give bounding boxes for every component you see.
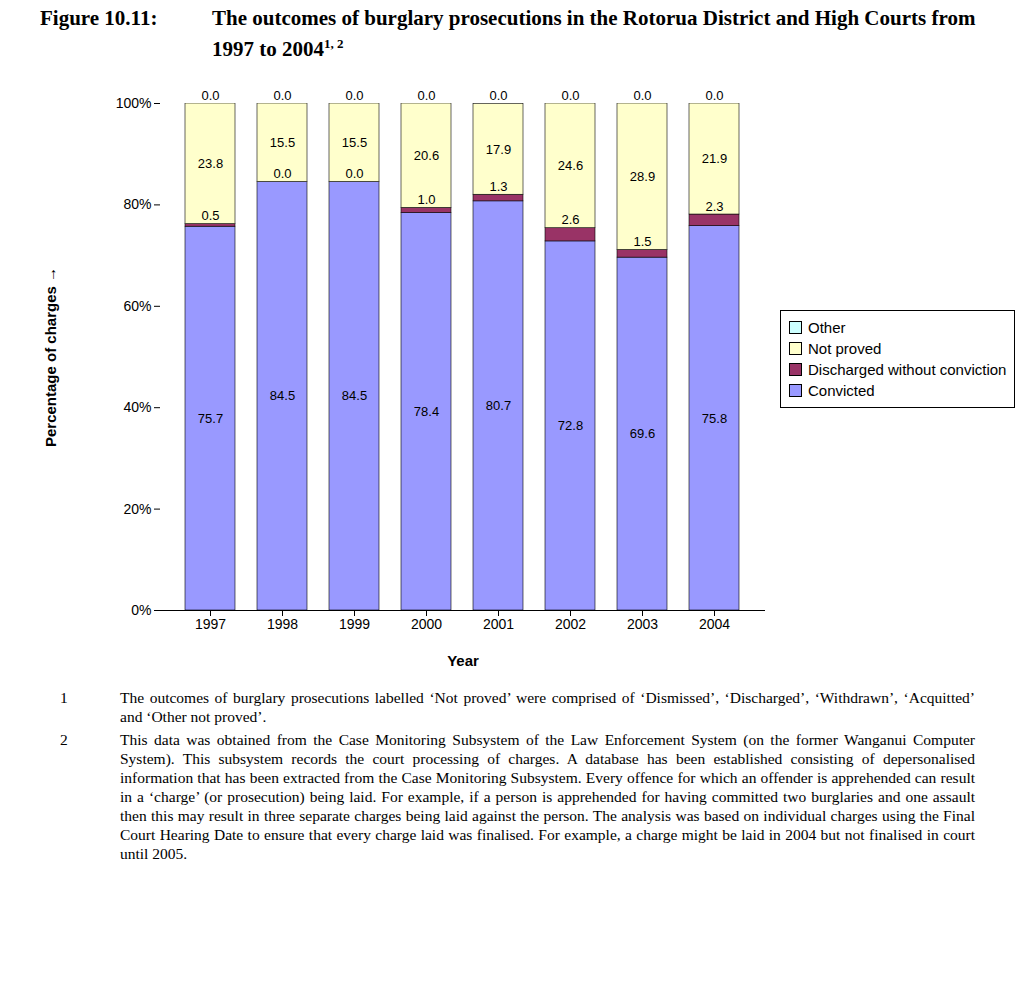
svg-text:24.6: 24.6: [558, 158, 583, 173]
svg-text:78.4: 78.4: [414, 404, 439, 419]
svg-text:75.7: 75.7: [198, 411, 223, 426]
html-text:1, 2: 1, 2: [324, 36, 344, 51]
svg-text:20.6: 20.6: [414, 148, 439, 163]
svg-text:1999: 1999: [339, 616, 370, 632]
svg-text:2002: 2002: [555, 616, 586, 632]
svg-text:0.0: 0.0: [633, 88, 651, 103]
svg-text:1.3: 1.3: [489, 179, 507, 194]
svg-text:Year: Year: [447, 652, 479, 669]
svg-text:72.8: 72.8: [558, 418, 583, 433]
svg-text:0.0: 0.0: [417, 88, 435, 103]
svg-text:69.6: 69.6: [630, 426, 655, 441]
svg-text:2003: 2003: [627, 616, 658, 632]
svg-text:0.0: 0.0: [345, 166, 363, 181]
svg-text:15.5: 15.5: [270, 135, 295, 150]
html-text:Other: Other: [808, 319, 846, 336]
svg-text:80%: 80%: [123, 196, 151, 212]
svg-text:15.5: 15.5: [342, 135, 367, 150]
svg-text:2.6: 2.6: [561, 212, 579, 227]
svg-text:0.5: 0.5: [201, 208, 219, 223]
svg-text:0%: 0%: [131, 602, 151, 618]
html-text:The outcomes of burglary prose: The outcomes of burglary prosecutions la…: [120, 689, 975, 725]
svg-text:60%: 60%: [123, 298, 151, 314]
svg-text:1998: 1998: [267, 616, 298, 632]
svg-text:84.5: 84.5: [270, 388, 295, 403]
svg-text:0.0: 0.0: [489, 88, 507, 103]
svg-text:84.5: 84.5: [342, 388, 367, 403]
svg-text:21.9: 21.9: [702, 151, 727, 166]
html-text:This data was obtained from th: This data was obtained from the Case Mon…: [120, 731, 975, 862]
svg-text:23.8: 23.8: [198, 156, 223, 171]
svg-text:2001: 2001: [483, 616, 514, 632]
html-text:The outcomes of burglary prose: The outcomes of burglary prosecutions in…: [212, 6, 976, 61]
svg-text:2.3: 2.3: [705, 199, 723, 214]
svg-text:Percentage of charges →: Percentage of charges →: [42, 267, 59, 447]
svg-text:75.8: 75.8: [702, 411, 727, 426]
svg-text:0.0: 0.0: [273, 166, 291, 181]
svg-text:0.0: 0.0: [345, 88, 363, 103]
svg-text:28.9: 28.9: [630, 169, 655, 184]
html-text:Not proved: Not proved: [808, 340, 882, 357]
html-text:Convicted: Convicted: [808, 382, 875, 399]
svg-text:0.0: 0.0: [201, 88, 219, 103]
html-text:Figure 10.11:: Figure 10.11:: [40, 6, 158, 30]
svg-text:80.7: 80.7: [486, 398, 511, 413]
html-text:1: 1: [60, 689, 68, 706]
html-text:Discharged without conviction: Discharged without conviction: [808, 361, 1007, 378]
svg-text:2000: 2000: [411, 616, 442, 632]
svg-text:1.5: 1.5: [633, 234, 651, 249]
svg-text:17.9: 17.9: [486, 142, 511, 157]
svg-text:1.0: 1.0: [417, 192, 435, 207]
html-text:2: 2: [60, 731, 68, 748]
svg-text:2004: 2004: [699, 616, 730, 632]
svg-text:40%: 40%: [123, 399, 151, 415]
svg-text:0.0: 0.0: [273, 88, 291, 103]
svg-text:0.0: 0.0: [705, 88, 723, 103]
svg-text:100%: 100%: [116, 95, 152, 111]
svg-text:0.0: 0.0: [561, 88, 579, 103]
svg-text:1997: 1997: [195, 616, 226, 632]
svg-text:20%: 20%: [123, 501, 151, 517]
